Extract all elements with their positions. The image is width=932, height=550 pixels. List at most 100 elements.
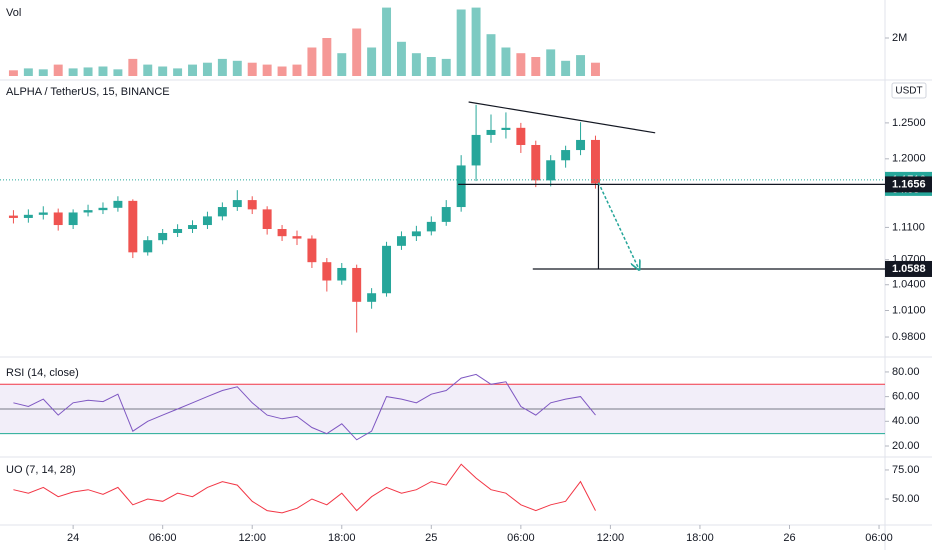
- candle-body: [53, 212, 63, 226]
- candle-body: [247, 200, 257, 210]
- candle-body: [188, 225, 197, 229]
- volume-bar: [337, 53, 347, 76]
- volume-bar: [546, 49, 556, 76]
- candle-body: [307, 238, 317, 263]
- x-tick-label: 18:00: [686, 532, 714, 544]
- candle-body: [576, 139, 586, 151]
- volume-bar: [277, 66, 287, 76]
- candle-body: [382, 245, 392, 294]
- level-label: 1.1656: [892, 178, 926, 190]
- volume-bar: [23, 68, 33, 76]
- candle-body: [352, 267, 362, 302]
- candle-body: [8, 215, 18, 218]
- volume-bar: [426, 57, 436, 76]
- x-tick-label: 25: [425, 532, 437, 544]
- volume-bar: [456, 9, 466, 76]
- y-tick-label: 1.1100: [892, 221, 925, 233]
- volume-bar: [367, 47, 377, 76]
- candle-body: [23, 214, 33, 218]
- volume-bar: [232, 60, 242, 76]
- indicator-line: [13, 463, 596, 514]
- x-tick-label: 18:00: [328, 532, 356, 544]
- volume-bar: [531, 57, 541, 76]
- unit-box: [891, 82, 927, 99]
- volume-bar: [217, 58, 227, 76]
- y-tick-label: 0.9800: [892, 331, 926, 343]
- indicator-line: [13, 373, 596, 441]
- volume-bar: [471, 7, 481, 77]
- x-tick-label: 06:00: [507, 532, 535, 544]
- level-box: [885, 176, 932, 193]
- volume-bar: [113, 69, 123, 76]
- candle-body: [128, 200, 138, 253]
- level-box: [885, 260, 932, 277]
- candle-body: [367, 293, 377, 302]
- candle-body: [83, 210, 93, 213]
- candle-body: [441, 207, 451, 222]
- volume-bar: [516, 53, 526, 76]
- axis-unit: USDT: [895, 86, 922, 97]
- candle-body: [531, 144, 541, 181]
- volume-bar: [202, 62, 212, 76]
- uo-title: UO (7, 14, 28): [6, 464, 76, 476]
- candle-body: [471, 134, 481, 166]
- volume-bar: [173, 68, 183, 76]
- volume-bar: [396, 41, 406, 76]
- candle-body: [561, 150, 571, 161]
- volume-bar: [83, 67, 93, 76]
- volume-bar: [143, 64, 153, 76]
- chart-title: ALPHA / TetherUS, 15, BINANCE: [6, 86, 170, 98]
- y-tick-label: 1.0400: [892, 279, 926, 291]
- volume-bar: [68, 68, 78, 76]
- volume-bar: [561, 60, 571, 76]
- volume-bar: [53, 64, 63, 76]
- x-tick-label: 12:00: [238, 532, 266, 544]
- volume-bar: [486, 34, 496, 76]
- candle-body: [501, 127, 511, 130]
- y-tick-label: 1.2000: [892, 153, 926, 165]
- candle-body: [396, 236, 406, 246]
- candle-body: [516, 127, 526, 145]
- candle-body: [38, 212, 48, 215]
- volume-bar: [411, 53, 421, 76]
- candle-body: [322, 262, 332, 281]
- candle-body: [158, 232, 168, 241]
- volume-bar: [188, 64, 197, 76]
- candle-body: [98, 207, 108, 211]
- candle-body: [292, 236, 302, 239]
- candle-body: [546, 160, 556, 181]
- candle-body: [337, 267, 347, 281]
- rsi-title: RSI (14, close): [6, 367, 79, 379]
- volume-bar: [501, 47, 511, 76]
- volume-bar: [247, 62, 257, 76]
- candle-body: [262, 209, 272, 229]
- candle-body: [113, 200, 123, 208]
- volume-bar: [590, 62, 600, 76]
- trend-line: [468, 101, 656, 134]
- candle-body: [217, 207, 227, 217]
- y-tick-label: 60.00: [892, 391, 920, 403]
- candle-body: [277, 228, 287, 237]
- candle-body: [456, 165, 466, 208]
- y-tick-label: 1.0100: [892, 304, 926, 316]
- volume-bar: [8, 70, 18, 76]
- x-tick-label: 26: [783, 532, 795, 544]
- volume-bar: [322, 38, 332, 76]
- volume-bar: [292, 64, 302, 76]
- projection-arrow: [597, 182, 638, 269]
- x-tick-label: 06:00: [865, 532, 893, 544]
- volume-bar: [307, 47, 317, 76]
- x-tick-label: 06:00: [149, 532, 177, 544]
- candle-body: [426, 221, 436, 232]
- candle-body: [202, 216, 212, 226]
- y-tick-label: 2M: [892, 32, 907, 44]
- y-tick-label: 40.00: [892, 415, 920, 427]
- level-label: 1.0588: [892, 263, 926, 275]
- volume-bar: [158, 66, 168, 76]
- y-tick-label: 1.2500: [892, 117, 926, 129]
- volume-bar: [38, 69, 48, 76]
- candle-body: [173, 228, 183, 233]
- volume-bar: [441, 58, 451, 76]
- x-tick-label: 12:00: [597, 532, 625, 544]
